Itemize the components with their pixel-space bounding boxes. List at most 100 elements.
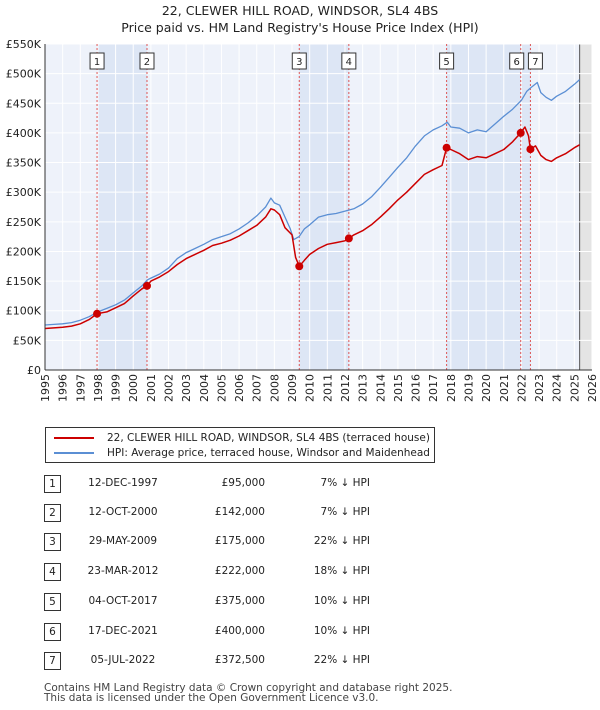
legend-item-property: 22, CLEWER HILL ROAD, WINDSOR, SL4 4BS (… [54, 431, 430, 445]
y-tick-label: £150K [6, 275, 42, 288]
sale-hpi-diff: 10% ↓ HPI [313, 595, 370, 607]
sale-date: 29-MAY-2009 [88, 535, 158, 547]
y-tick-label: £500K [6, 68, 42, 81]
sale-number-label: 5 [443, 57, 449, 68]
x-tick-label: 2015 [392, 374, 405, 402]
table-row: 5 04-OCT-2017 £375,000 10% ↓ HPI [0, 593, 600, 613]
x-tick-label: 2022 [515, 374, 528, 402]
sale-date: 12-OCT-2000 [88, 506, 158, 518]
sale-point [442, 143, 451, 152]
x-tick-label: 2012 [339, 374, 352, 402]
x-tick-label: 2010 [304, 374, 317, 402]
sale-point [295, 262, 304, 271]
price-chart: 1 2 3 4 5 6 7 £0 £50K £100K £150K £200K £250K £300K £3… [6, 38, 599, 402]
sale-date: 23-MAR-2012 [87, 565, 159, 577]
sale-price: £142,000 [214, 506, 265, 518]
sale-hpi-diff: 7% ↓ HPI [320, 477, 370, 489]
sale-point [526, 145, 535, 154]
sale-number: 2 [44, 504, 61, 522]
sale-number-label: 4 [346, 57, 352, 68]
sale-hpi-diff: 22% ↓ HPI [313, 535, 370, 547]
x-tick-label: 2003 [180, 374, 193, 402]
x-tick-label: 2006 [233, 374, 246, 402]
x-tick-label: 2023 [533, 374, 546, 402]
footer-copyright: Contains HM Land Registry data © Crown c… [44, 682, 453, 694]
sale-number-box [527, 52, 543, 70]
forecast-band [579, 44, 592, 370]
table-row: 1 12-DEC-1997 £95,000 7% ↓ HPI [0, 475, 600, 495]
sale-number: 7 [44, 652, 61, 670]
y-tick-label: £400K [6, 127, 42, 140]
x-tick-label: 2009 [286, 374, 299, 402]
y-tick-label: £300K [6, 186, 42, 199]
sale-hpi-diff: 22% ↓ HPI [313, 654, 370, 666]
sale-date: 05-JUL-2022 [90, 654, 156, 666]
sale-price: £400,000 [214, 625, 265, 637]
y-tick-label: £100K [6, 305, 42, 318]
x-tick-label: 1997 [74, 374, 87, 402]
legend-swatch-property [54, 437, 94, 439]
x-tick-label: 2024 [551, 374, 564, 402]
y-tick-label: £0 [27, 364, 41, 377]
y-tick-label: £450K [6, 97, 42, 110]
footer-attribution: Contains HM Land Registry data © Crown c… [44, 682, 453, 704]
sale-number: 6 [44, 623, 61, 641]
sale-number-box [291, 52, 307, 70]
legend-swatch-hpi [54, 452, 94, 454]
x-tick-label: 2000 [127, 374, 140, 402]
sale-span-band [520, 44, 531, 370]
footer-licence: This data is licensed under the Open Gov… [44, 692, 379, 704]
sale-point [93, 309, 102, 318]
sale-date: 04-OCT-2017 [88, 595, 158, 607]
sale-point [142, 281, 151, 290]
sale-date: 12-DEC-1997 [88, 477, 158, 489]
legend-label-hpi: HPI: Average price, terraced house, Wind… [107, 447, 430, 459]
y-tick-label: £250K [6, 216, 42, 229]
x-tick-label: 2020 [480, 374, 493, 402]
sale-number-label: 3 [296, 57, 302, 68]
x-tick-label: 2016 [410, 374, 423, 402]
sale-number: 5 [44, 593, 61, 611]
x-tick-label: 2005 [215, 374, 228, 402]
x-tick-label: 2025 [568, 374, 581, 402]
sale-number-label: 7 [532, 57, 538, 68]
sale-span-band [97, 44, 147, 370]
x-tick-label: 2008 [268, 374, 281, 402]
y-tick-label: £200K [6, 245, 42, 258]
x-tick-label: 2021 [498, 374, 511, 402]
sale-number-box [89, 52, 105, 70]
sale-number-box [139, 52, 155, 70]
x-tick-label: 2011 [321, 374, 334, 402]
x-tick-label: 1999 [110, 374, 123, 402]
sale-number: 4 [44, 563, 61, 581]
sale-number-box [509, 52, 525, 70]
table-row: 3 29-MAY-2009 £175,000 22% ↓ HPI [0, 533, 600, 553]
sale-price: £222,000 [214, 565, 265, 577]
x-tick-label: 2004 [198, 374, 211, 402]
sale-price: £375,000 [214, 595, 265, 607]
sale-date: 17-DEC-2021 [88, 625, 158, 637]
x-tick-label: 2018 [445, 374, 458, 402]
x-tick-label: 1996 [57, 374, 70, 402]
sale-price: £372,500 [214, 654, 265, 666]
sale-span-band [446, 44, 521, 370]
sale-number: 1 [44, 475, 61, 493]
sale-price: £175,000 [214, 535, 265, 547]
sale-point [344, 234, 353, 243]
sale-number-label: 6 [514, 57, 520, 68]
x-tick-label: 2026 [586, 374, 599, 402]
y-tick-label: £550K [6, 38, 42, 51]
table-row: 4 23-MAR-2012 £222,000 18% ↓ HPI [0, 563, 600, 583]
hpi-series-line [44, 79, 581, 326]
sale-hpi-diff: 7% ↓ HPI [320, 506, 370, 518]
x-tick-label: 2002 [163, 374, 176, 402]
chart-title: 22, CLEWER HILL ROAD, WINDSOR, SL4 4BS [161, 3, 439, 18]
sale-point [516, 128, 525, 137]
chart-subtitle: Price paid vs. HM Land Registry's House … [121, 20, 479, 35]
legend-label-property: 22, CLEWER HILL ROAD, WINDSOR, SL4 4BS (… [107, 432, 430, 444]
x-tick-label: 2001 [145, 374, 158, 402]
x-tick-label: 2013 [357, 374, 370, 402]
table-row: 7 05-JUL-2022 £372,500 22% ↓ HPI [0, 652, 600, 672]
sale-price: £95,000 [221, 477, 265, 489]
sale-number-box [341, 52, 357, 70]
